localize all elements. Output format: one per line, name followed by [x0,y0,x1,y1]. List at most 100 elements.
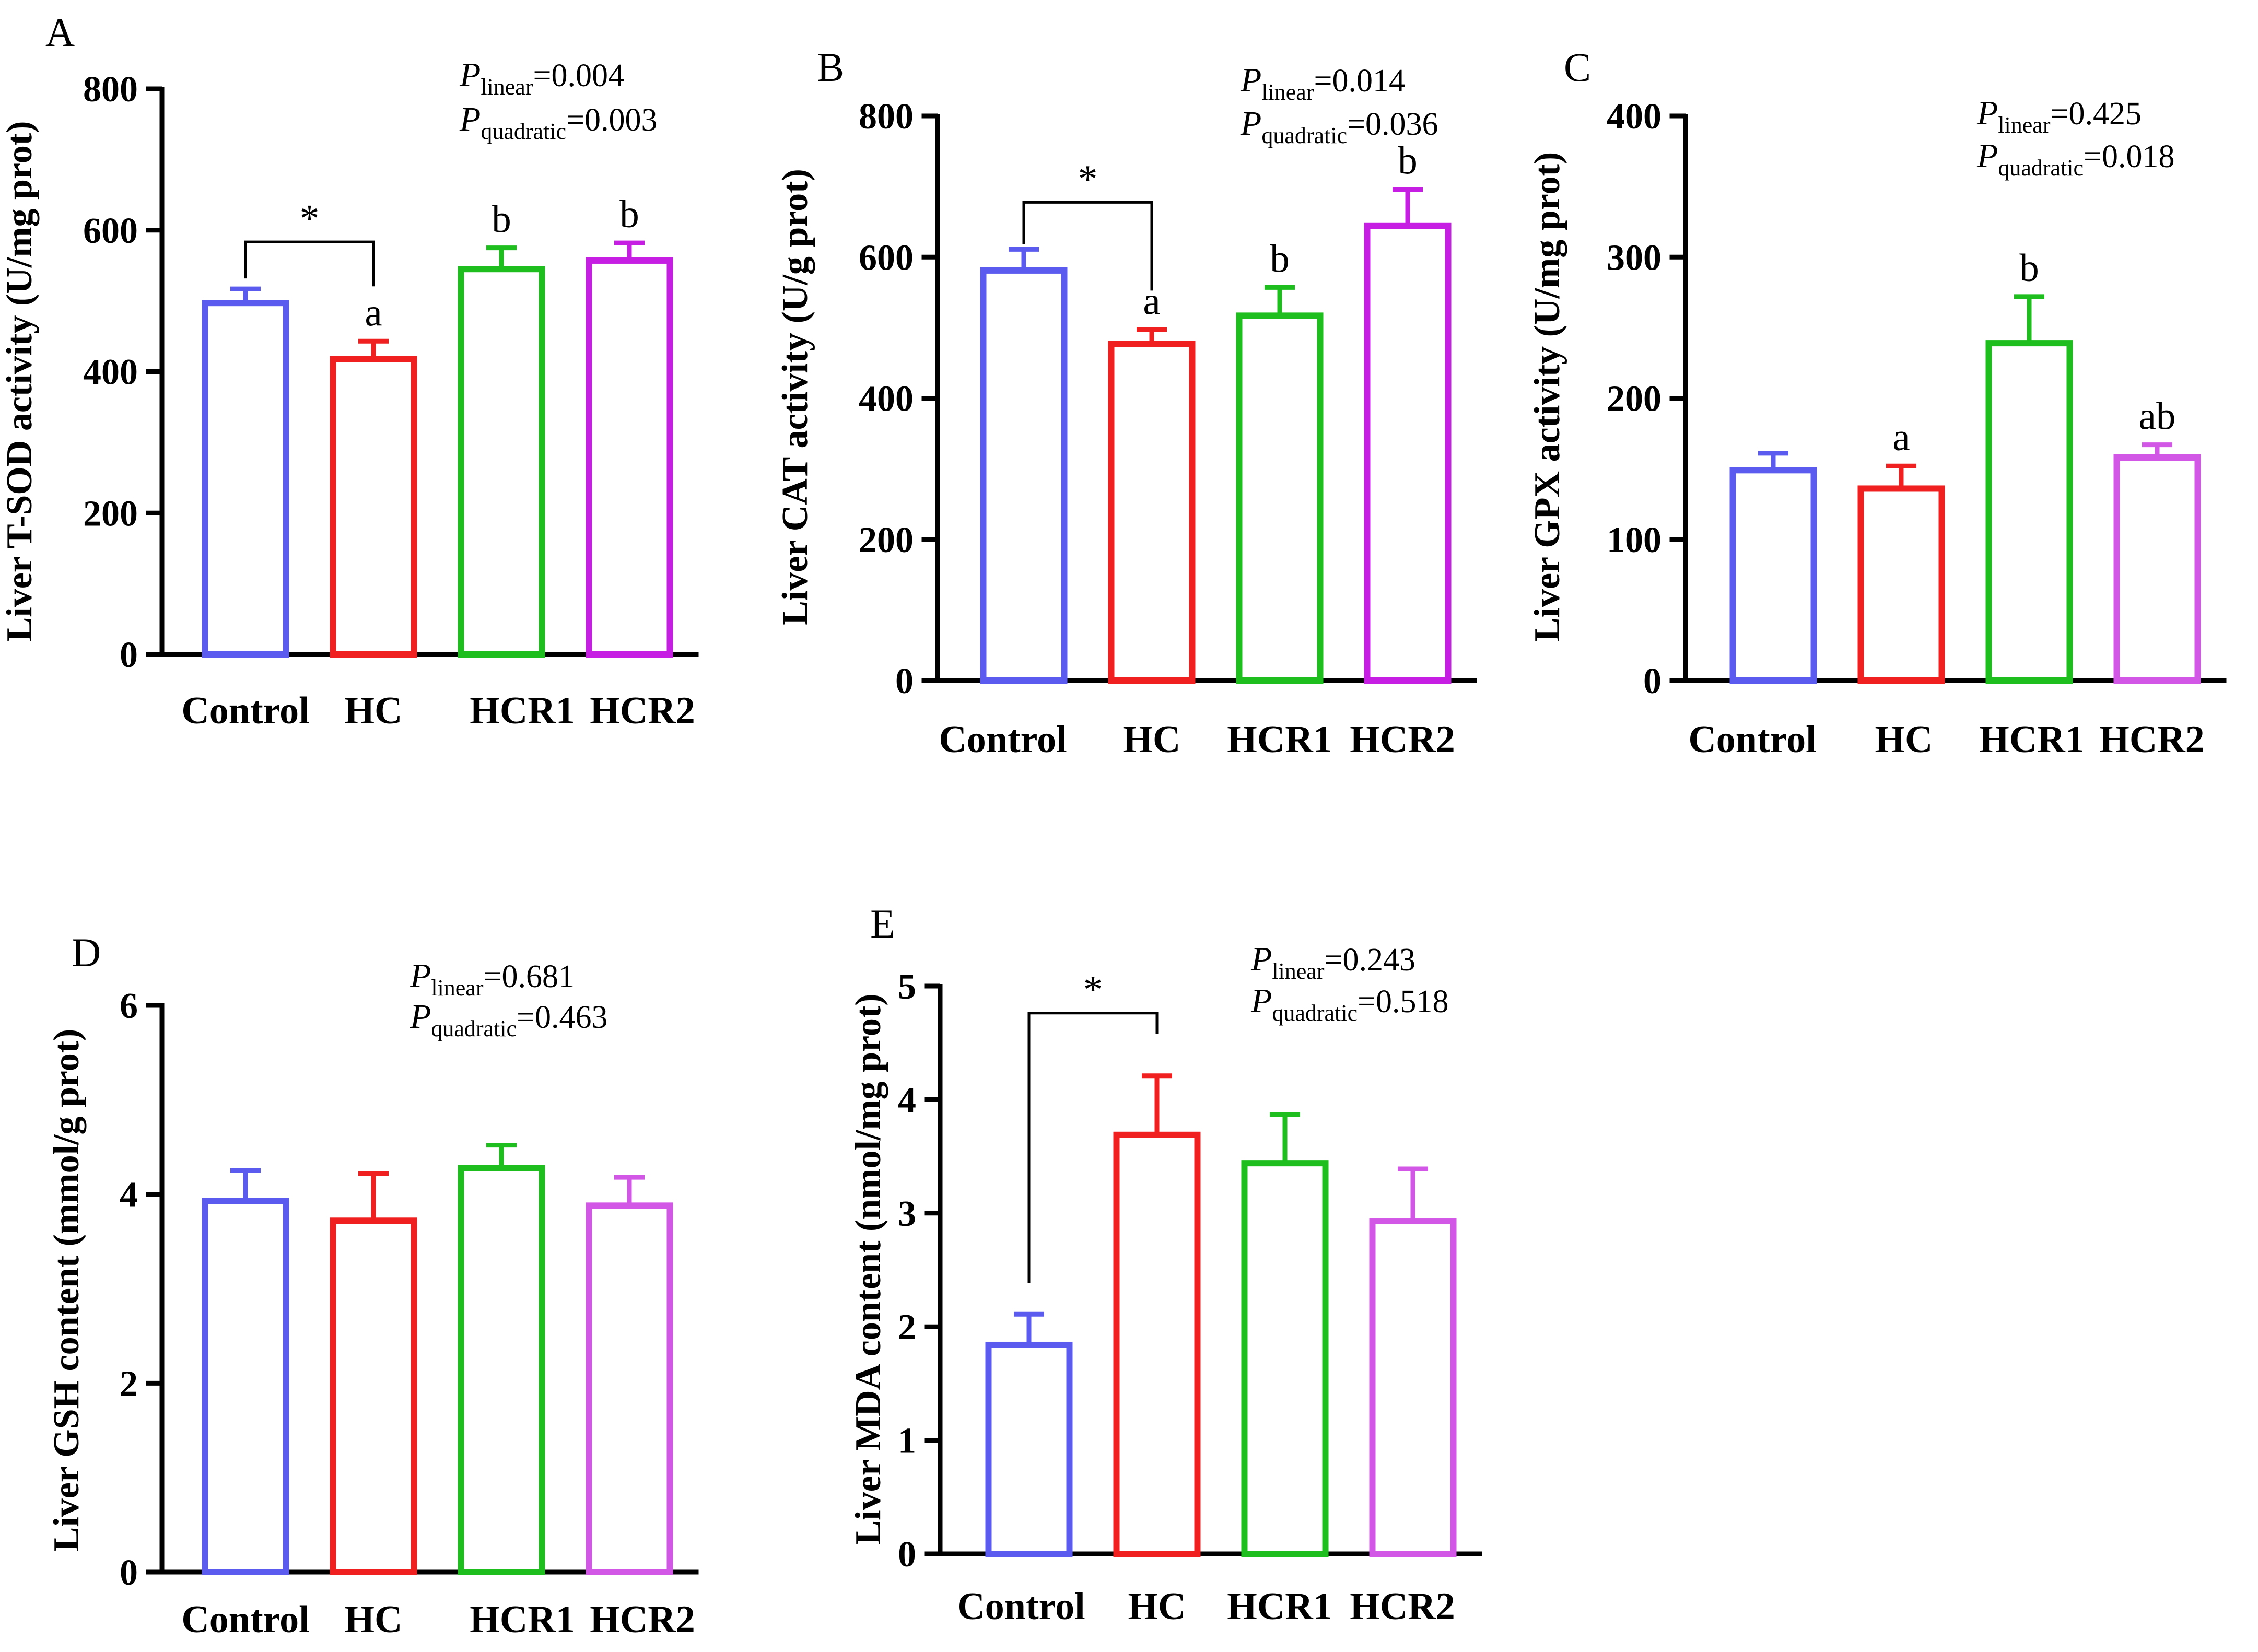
significance-star: * [1078,157,1098,201]
y-tick-label: 6 [120,986,138,1026]
x-tick-label: HC [345,1598,403,1641]
significance-letter: a [365,291,382,334]
x-tick-label: HC [1875,718,1933,761]
y-tick-label: 0 [895,661,914,701]
y-tick-label: 2 [120,1364,138,1404]
p-symbol: P [1240,104,1261,143]
p-value-text: Pquadratic=0.518 [1250,982,1449,1026]
p-subscript: linear [431,975,484,1001]
chart-panel-b: B 0 200 400 600 800 Liver CAT activity (U/g pr… [775,44,1477,761]
bar [330,1217,417,1576]
bar [1113,1131,1201,1557]
y-tick-label: 400 [83,353,138,393]
y-tick-label: 2 [898,1307,916,1348]
p-subscript: linear [481,74,533,100]
p-value: =0.243 [1325,942,1415,978]
bar [586,257,673,658]
p-value: =0.014 [1314,63,1405,99]
bar [1857,485,1945,684]
x-tick-label: HCR1 [470,689,575,732]
x-tick-label: Control [1688,718,1816,761]
chart-panel-c: C 0 100 200 300 400 Liver GPX activity (U/mg p… [1527,44,2227,761]
bar [1985,340,2073,684]
panel-letter: C [1564,44,1591,90]
bar [1236,312,1324,684]
x-tick-label: Control [181,1598,309,1641]
p-symbol: P [1976,94,1998,132]
y-tick-label: 0 [120,1553,138,1593]
bar [1241,1160,1329,1557]
x-tick-label: Control [957,1585,1085,1628]
p-value: =0.425 [2051,96,2142,132]
bar [1729,467,1817,684]
bar [330,356,417,658]
p-value-text: Plinear=0.014 [1240,61,1405,105]
y-tick-label: 5 [898,967,916,1007]
y-tick-label: 600 [859,238,914,278]
p-symbol: P [459,100,481,138]
y-tick-label: 100 [1607,520,1662,560]
x-tick-label: HCR2 [2099,718,2204,761]
p-symbol: P [1976,137,1998,175]
x-tick-label: HC [1128,1585,1186,1628]
bar [202,300,289,658]
y-tick-label: 0 [898,1534,916,1575]
x-tick-label: HCR2 [1350,1585,1455,1628]
bar [980,267,1068,684]
x-tick-label: Control [181,689,309,732]
p-subscript: quadratic [481,119,566,144]
p-value: =0.018 [2084,139,2174,174]
bar [1369,1218,1457,1557]
p-symbol: P [1240,61,1261,99]
x-tick-label: HCR2 [1350,718,1455,761]
p-value: =0.518 [1358,984,1448,1020]
x-tick-label: Control [939,718,1067,761]
p-value-text: Plinear=0.243 [1250,940,1415,984]
bar [202,1198,289,1575]
x-tick-label: HCR1 [1979,718,2084,761]
x-tick-label: HCR2 [590,689,695,732]
y-tick-label: 3 [898,1194,916,1234]
y-tick-label: 200 [859,520,914,560]
x-tick-label: HCR1 [1227,1585,1332,1628]
y-tick-label: 4 [120,1175,138,1215]
panel-letter: E [870,901,895,946]
significance-letter: ab [2139,395,2176,438]
panel-letter: A [45,9,75,55]
bar [1364,222,1452,684]
p-value: =0.003 [566,102,657,138]
y-tick-label: 300 [1607,238,1662,278]
significance-letter: b [1398,139,1418,183]
y-tick-label: 400 [1607,97,1662,137]
y-tick-label: 200 [1607,379,1662,419]
y-axis-label: Liver MDA content (nmol/mg prot) [848,993,888,1544]
p-value: =0.004 [533,58,624,93]
p-value: =0.463 [517,1000,607,1035]
y-tick-label: 800 [83,69,138,110]
p-subscript: linear [1272,958,1325,984]
y-axis-label: Liver GSH content (mmol/g prot) [46,1029,87,1552]
p-value-text: Pquadratic=0.463 [410,998,608,1041]
chart-panel-d: D 0 2 4 6 Liver GSH content (mmol/g prot) Cont… [46,930,699,1641]
p-symbol: P [459,56,481,94]
p-value-text: Pquadratic=0.018 [1976,137,2175,181]
x-tick-label: HCR1 [1227,718,1332,761]
panel-letter: B [817,44,844,90]
p-value-text: Plinear=0.004 [459,56,624,100]
x-tick-label: HC [1123,718,1181,761]
y-tick-label: 400 [859,379,914,419]
y-tick-label: 800 [859,97,914,137]
p-value-text: Plinear=0.681 [410,957,575,1001]
significance-letter: b [619,193,639,236]
significance-star: * [1083,968,1103,1012]
bar [1108,341,1196,684]
y-tick-label: 600 [83,211,138,251]
significance-bracket [244,240,375,287]
bar [458,1165,545,1576]
significance-letter: b [492,198,511,241]
y-axis-label: Liver GPX activity (U/mg prot) [1527,152,1567,642]
y-tick-label: 0 [1643,661,1662,701]
p-value-text: Pquadratic=0.003 [459,100,658,144]
significance-star: * [300,197,320,240]
